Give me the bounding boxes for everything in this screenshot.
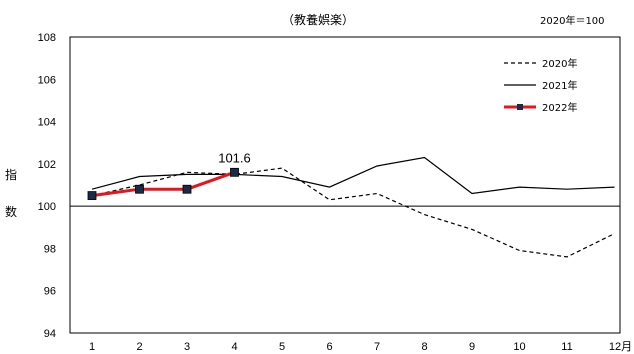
series-line-2022年 [91,170,236,198]
chart-title: （教養娯楽） [282,12,354,27]
y-tick-label: 98 [44,243,56,255]
data-point-marker [135,184,144,194]
data-point-marker [182,184,192,194]
x-tick-label: 11 [561,341,572,353]
y-tick-label: 94 [44,328,56,340]
x-tick-label: 3 [184,341,190,353]
data-point-marker [230,167,239,177]
y-tick-label: 104 [38,117,56,129]
y-axis-label-1: 指 [5,167,17,182]
x-tick-label: 4 [231,341,237,353]
y-tick-label: 96 [44,286,56,298]
x-tick-label: 10 [513,341,525,353]
y-tick-label: 102 [38,159,56,171]
x-tick-label: 12月 [609,341,632,353]
y-tick-label: 108 [38,32,56,44]
legend-label: 2020年 [542,57,577,70]
legend-marker [517,104,523,110]
x-tick-label: 9 [469,341,475,353]
axis-layer: 94 96 98 100 102 104 106 108 1 2 3 4 5 6 7 8 9 10 11 12月 [38,32,632,353]
value-annotation: 101.6 [218,150,251,165]
x-tick-label: 7 [374,341,380,353]
x-tick-label: 8 [421,341,427,353]
y-tick-label: 100 [38,201,56,213]
series-line-2021年 [91,156,615,195]
legend: 2020年 2021年 2022年 [504,57,577,114]
data-point-marker [87,191,97,200]
series-line-2020年 [91,167,615,258]
plot-area [69,36,621,334]
x-tick-label: 2 [136,341,142,353]
x-tick-label: 1 [89,341,95,353]
base-note: 2020年＝100 [540,14,605,27]
y-axis-label-2: 数 [5,204,17,219]
legend-label: 2021年 [542,79,577,92]
x-tick-label: 6 [326,341,332,353]
legend-label: 2022年 [542,101,577,114]
x-tick-label: 5 [279,341,285,353]
y-tick-label: 106 [38,74,56,86]
series-layer [87,156,615,258]
